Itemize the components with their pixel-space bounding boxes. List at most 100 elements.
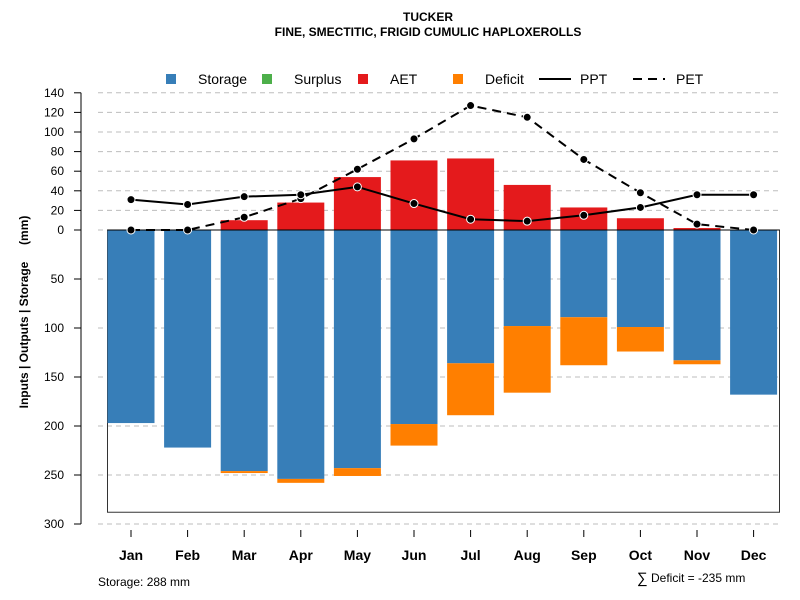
x-tick-label: Jan	[119, 547, 143, 563]
legend-swatch-aet	[358, 74, 368, 84]
x-tick-label: May	[344, 547, 371, 563]
aet-bar	[673, 228, 721, 230]
storage-bar	[730, 230, 778, 395]
legend-swatch-deficit	[453, 74, 463, 84]
points	[126, 101, 759, 235]
storage-annotation: Storage: 288 mm	[98, 575, 190, 589]
y-tick-label: 200	[44, 419, 64, 433]
lines	[130, 104, 754, 231]
deficit-bar	[220, 471, 268, 474]
deficit-bar	[560, 317, 608, 366]
deficit-bar	[390, 424, 438, 446]
y-tick-label: 100	[44, 125, 64, 139]
pet-line	[131, 104, 754, 231]
storage-bar	[616, 230, 664, 328]
deficit-bar	[447, 363, 495, 416]
y-tick-label: 140	[44, 86, 64, 100]
x-tick-label: Jun	[402, 547, 427, 563]
bars	[107, 158, 778, 483]
x-axis: Jan Feb Mar Apr May Jun Jul Aug Sep Oct Nov Dec	[119, 530, 767, 563]
x-tick-label: Sep	[571, 547, 597, 563]
deficit-bar	[673, 360, 721, 365]
aet-bar	[220, 220, 268, 230]
storage-bar	[107, 230, 155, 424]
pet-point	[692, 219, 702, 229]
legend-swatch-storage	[166, 74, 176, 84]
ppt-point	[749, 190, 759, 200]
pet-point	[183, 225, 193, 235]
y-tick-label: 300	[44, 517, 64, 531]
storage-bar	[277, 230, 325, 479]
pet-point	[635, 188, 645, 198]
deficit-bar	[503, 326, 551, 393]
gridlines	[98, 92, 780, 525]
legend: Storage Surplus AET Deficit PPT PET	[166, 71, 704, 87]
storage-bar	[560, 230, 608, 318]
storage-bar	[390, 230, 438, 425]
aet-bar	[390, 160, 438, 230]
y-tick-label: 20	[51, 203, 65, 217]
ppt-point	[692, 190, 702, 200]
y-tick-label: 0	[57, 223, 64, 237]
legend-label-aet: AET	[390, 71, 418, 87]
ppt-point	[409, 199, 419, 209]
legend-swatch-surplus	[262, 74, 272, 84]
ppt-point	[183, 200, 193, 210]
ppt-point	[635, 202, 645, 212]
pet-point	[749, 225, 759, 235]
pet-point	[126, 225, 136, 235]
storage-bar	[503, 230, 551, 327]
y-tick-label: 80	[51, 145, 65, 159]
x-tick-label: Nov	[684, 547, 711, 563]
legend-label-ppt: PPT	[580, 71, 608, 87]
storage-bar	[673, 230, 721, 361]
deficit-bar	[616, 327, 664, 352]
ppt-point	[466, 214, 476, 224]
x-tick-label: Apr	[289, 547, 314, 563]
y-tick-label: 40	[51, 184, 65, 198]
deficit-sum-annotation: Deficit = -235 mm	[651, 571, 745, 585]
pet-point	[466, 101, 476, 111]
y-tick-label: 100	[44, 321, 64, 335]
deficit-bar	[333, 468, 381, 476]
ppt-point	[239, 192, 249, 202]
pet-point	[522, 112, 532, 122]
ppt-point	[296, 190, 306, 200]
chart-title: TUCKER	[403, 10, 453, 24]
y-axis-label: Inputs | Outputs | Storage (mm)	[17, 216, 31, 409]
legend-label-surplus: Surplus	[294, 71, 341, 87]
deficit-sum-symbol: ∑	[637, 570, 648, 587]
pet-point	[352, 164, 362, 174]
aet-bar	[616, 218, 664, 230]
y-tick-label: 250	[44, 468, 64, 482]
ppt-point	[352, 182, 362, 192]
y-tick-label: 60	[51, 164, 65, 178]
storage-bar	[164, 230, 212, 448]
ppt-line	[130, 185, 754, 223]
y-tick-label: 120	[44, 105, 64, 119]
deficit-bar	[277, 478, 325, 483]
x-tick-label: Jul	[460, 547, 480, 563]
legend-label-pet: PET	[676, 71, 704, 87]
storage-bar	[447, 230, 495, 364]
x-tick-label: Mar	[232, 547, 257, 563]
x-tick-label: Oct	[629, 547, 653, 563]
ppt-point	[126, 195, 136, 205]
pet-point	[579, 154, 589, 164]
y-tick-label: 50	[51, 272, 65, 286]
legend-label-deficit: Deficit	[485, 71, 524, 87]
y-tick-label: 150	[44, 370, 64, 384]
storage-bar	[220, 230, 268, 472]
y-axis: 0 20 40 60 80 100 120 140 50 100 150 200 250 300	[44, 86, 82, 531]
aet-bar	[277, 202, 325, 230]
pet-point	[239, 212, 249, 222]
legend-label-storage: Storage	[198, 71, 247, 87]
chart-subtitle: FINE, SMECTITIC, FRIGID CUMULIC HAPLOXER…	[275, 25, 582, 39]
x-tick-label: Aug	[514, 547, 541, 563]
pet-point	[409, 134, 419, 144]
ppt-point	[522, 216, 532, 226]
x-tick-label: Dec	[741, 547, 767, 563]
storage-bar	[333, 230, 381, 469]
ppt-point	[579, 210, 589, 220]
